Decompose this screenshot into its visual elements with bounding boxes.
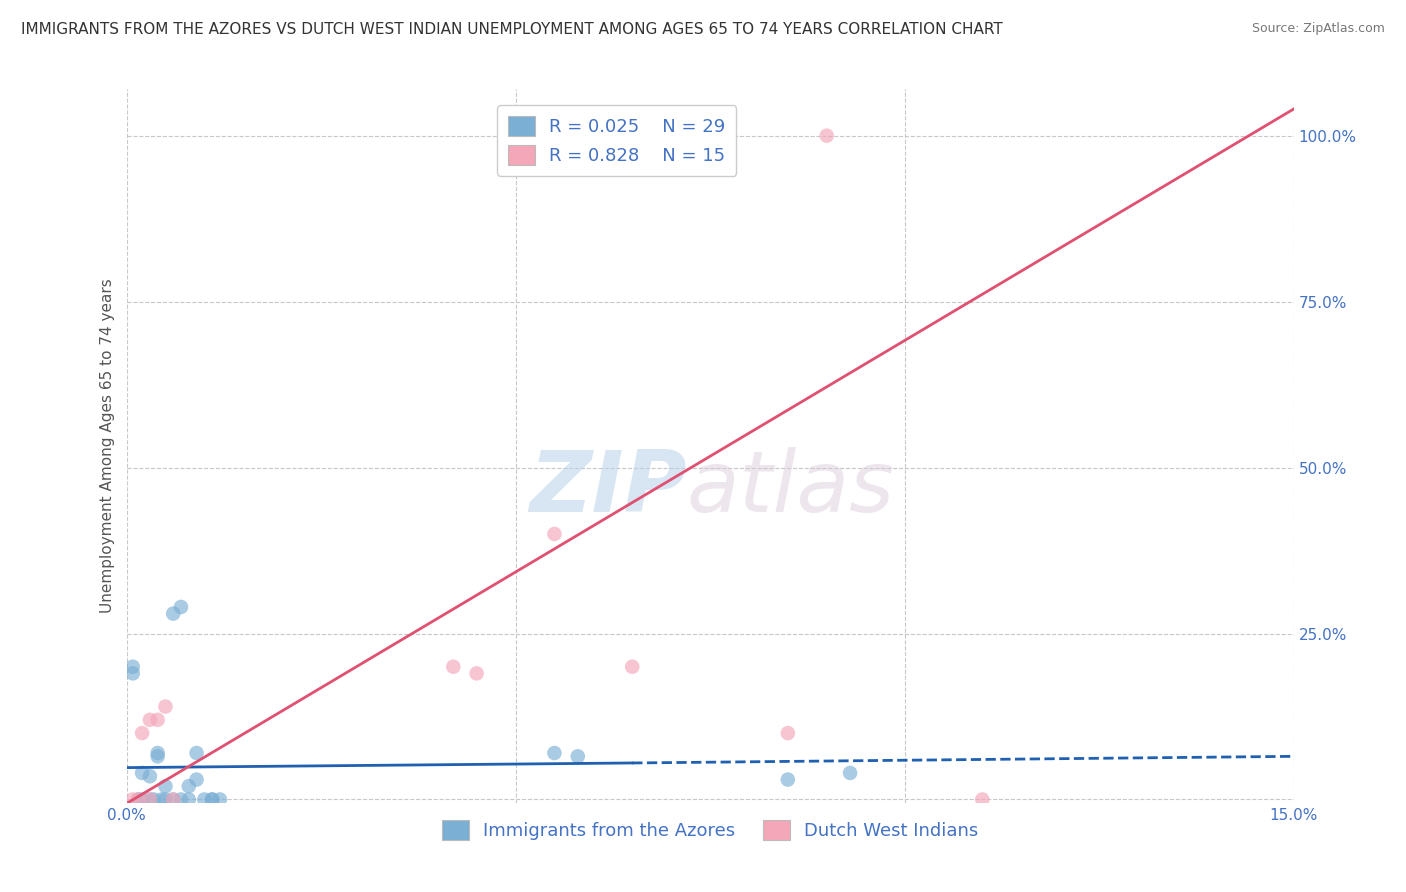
Point (170, 599, 193, 614)
Point (155, 779, 177, 793)
Point (776, 772, 799, 787)
Point (162, 792, 184, 806)
Point (146, 746, 169, 760)
Point (155, 699, 177, 714)
Point (201, 792, 224, 806)
Point (193, 792, 215, 806)
Point (177, 792, 200, 806)
Point (170, 792, 193, 806)
Point (127, 792, 149, 806)
Y-axis label: Unemployment Among Ages 65 to 74 years: Unemployment Among Ages 65 to 74 years (100, 278, 115, 614)
Text: IMMIGRANTS FROM THE AZORES VS DUTCH WEST INDIAN UNEMPLOYMENT AMONG AGES 65 TO 74: IMMIGRANTS FROM THE AZORES VS DUTCH WEST… (21, 22, 1002, 37)
Point (162, 607, 184, 621)
Point (776, 726, 799, 740)
Legend: Immigrants from the Azores, Dutch West Indians: Immigrants from the Azores, Dutch West I… (434, 813, 986, 847)
Text: atlas: atlas (686, 447, 894, 531)
Point (465, 666, 488, 681)
Point (201, 792, 224, 806)
Point (139, 792, 162, 806)
Text: Source: ZipAtlas.com: Source: ZipAtlas.com (1251, 22, 1385, 36)
Text: ZIP: ZIP (529, 447, 686, 531)
Point (186, 746, 208, 760)
Point (839, 766, 862, 780)
Point (146, 749, 169, 764)
Point (139, 713, 162, 727)
Point (567, 749, 589, 764)
Point (972, 792, 994, 806)
Point (543, 746, 565, 760)
Point (131, 792, 153, 806)
Point (177, 779, 200, 793)
Point (208, 792, 231, 806)
Point (150, 792, 173, 806)
Point (139, 792, 162, 806)
Point (162, 792, 184, 806)
Point (155, 792, 177, 806)
Point (121, 792, 143, 806)
Point (815, 128, 838, 143)
Point (127, 792, 149, 806)
Point (441, 659, 464, 673)
Point (139, 769, 162, 783)
Point (131, 766, 153, 780)
Point (142, 792, 165, 806)
Point (543, 527, 565, 541)
Point (121, 659, 143, 673)
Point (621, 659, 644, 673)
Point (121, 666, 143, 681)
Point (146, 713, 169, 727)
Point (186, 772, 208, 787)
Point (131, 726, 153, 740)
